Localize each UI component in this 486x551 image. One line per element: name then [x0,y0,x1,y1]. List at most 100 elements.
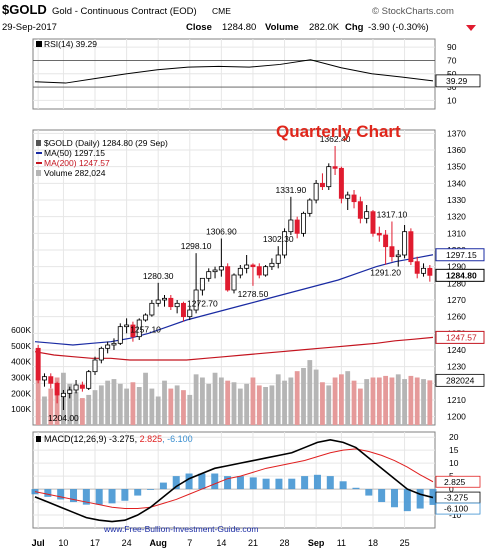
x-tick-label: 24 [122,538,132,548]
date: 29-Sep-2017 [2,22,57,33]
close-label: Close [186,22,212,33]
volume-tick-label: 100K [11,404,31,414]
volume-bar [269,385,275,425]
price-value-label: 1297.15 [446,250,477,260]
candle-body [389,246,395,258]
volume-bar [427,380,433,425]
candle-body [136,319,142,338]
macd-tick-label: 0 [449,484,454,494]
candle-body [193,289,199,311]
candle-body [357,201,363,219]
volume-bar [143,372,148,425]
candle-body [168,297,174,308]
macd-panel [32,431,436,529]
macd-histogram-bar [134,489,142,496]
price-tick-label: 1230 [447,362,466,372]
macd-histogram-bar [326,476,334,490]
macd-legend-hist: , -6.100 [162,434,193,444]
ma50-line [34,254,434,346]
price-value-label: 1284.80 [446,270,477,280]
volume-bar [73,391,79,425]
candle-body [301,212,306,234]
price-value-box [435,268,485,282]
candle-body [98,347,104,361]
candle-body [73,384,79,391]
rsi-current-label: 39.29 [446,76,468,86]
rsi-legend-swatch [36,41,42,47]
volume-bar [370,377,376,425]
macd-histogram-bar [378,489,386,503]
candle-body [421,267,427,274]
volume-bar [200,377,205,425]
rsi-legend: RSI(14) 39.29 [44,39,97,49]
macd-legend-name: MACD(12,26,9) [44,434,107,444]
candle-body [60,392,66,398]
macd-legend-signal: 2.825 [140,434,163,444]
macd-histogram-bar [339,481,347,490]
candle-body [117,326,123,344]
symbol: $GOLD [2,2,47,17]
x-tick-label: 18 [368,538,378,548]
price-annotation: 1362.40 [320,134,351,144]
rsi-tick-label: 70 [447,55,457,65]
candle-body [376,232,382,236]
volume-bar [294,371,300,425]
volume-bar [67,383,73,425]
stockcharts-logo: © StockCharts.com [372,6,454,17]
candle-body [143,314,149,321]
chart-title: Quarterly Chart [276,122,401,141]
price-tick-label: 1240 [447,345,466,355]
candle-body [250,264,256,268]
candle-body [124,324,130,328]
candle-body [275,254,281,264]
candle-body [162,297,167,301]
volume-legend: Volume 282,024 [44,168,106,178]
rsi-tick-label: 50 [447,69,457,79]
candle-body [351,194,357,203]
macd-legend: MACD(12,26,9) -3.275, 2.825, -6.100 [44,434,193,444]
ma200-legend: MA(200) 1247.57 [44,158,110,168]
macd-histogram-bar [224,476,232,490]
candle-body [54,382,60,396]
candle-body [408,231,414,263]
macd-tick-label: -10 [449,510,462,520]
macd-value-label: -3.275 [444,493,468,503]
volume-bar [162,380,167,425]
volume-bar [313,369,319,425]
price-value-box [435,248,485,262]
ma50-legend: MA(50) 1297.15 [44,148,105,158]
volume-tick-label: 300K [11,373,31,383]
macd-histogram-bar [185,473,193,490]
description: Gold - Continuous Contract (EOD) [52,6,197,17]
macd-histogram-bar [198,473,206,490]
volume-bar [168,388,174,425]
down-arrow-icon [466,25,476,31]
price-value-box [435,330,485,344]
price-tick-label: 1200 [447,412,466,422]
macd-tick-label: 20 [449,432,459,442]
macd-histogram-bar [352,487,360,490]
price-tick-label: 1280 [447,278,466,288]
volume-bar [237,388,243,425]
candle-body [313,182,319,201]
volume-bar [155,396,161,425]
volume-bar [35,379,41,425]
chg-value: -3.90 (-0.30%) [368,22,429,33]
price-tick-label: 1320 [447,212,466,222]
volume-bar [256,385,262,425]
volume-bar [301,368,306,425]
rsi-line [34,59,434,84]
candle-body [225,266,231,291]
x-tick-label: 28 [280,538,290,548]
volume-bar [48,388,54,425]
macd-histogram-bar [121,489,129,501]
price-annotation: 1280.30 [143,271,174,281]
macd-histogram-bar [288,478,296,490]
candle-body [206,271,212,279]
macd-histogram-bar [211,473,219,490]
price-tick-label: 1290 [447,262,466,272]
volume-bar [111,379,117,425]
volume-bar [193,374,199,425]
price-annotation: 1317.10 [377,210,408,220]
